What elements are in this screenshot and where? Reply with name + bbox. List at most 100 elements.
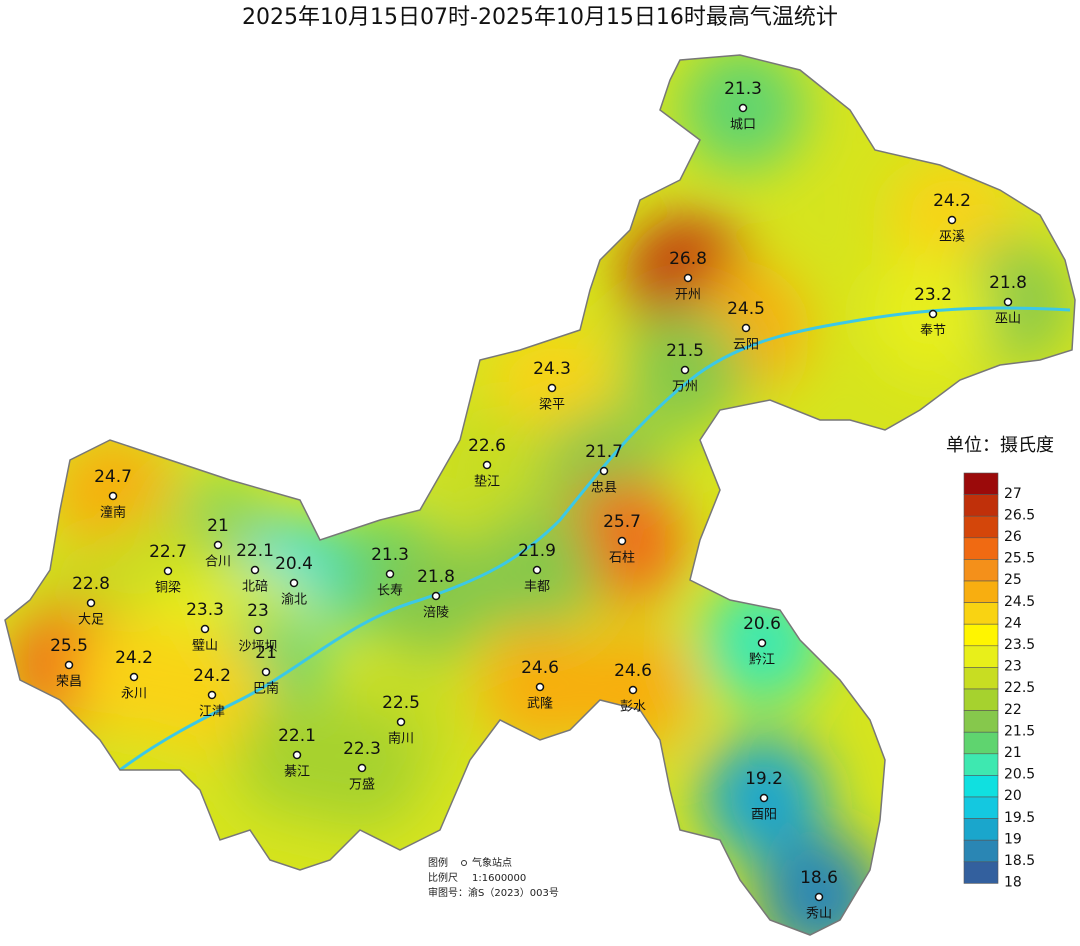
blobs — [7, 55, 1070, 935]
legend-label: 18.5 — [1004, 853, 1035, 869]
station-marker — [617, 536, 627, 546]
station-marker — [947, 215, 957, 225]
legend-swatch — [963, 515, 999, 539]
station-value: 22.8 — [72, 574, 110, 594]
station-value: 20.6 — [743, 614, 781, 634]
map-title: 2025年10月15日07时-2025年10月15日16时最高气温统计 — [242, 5, 838, 30]
station-name: 丰都 — [524, 580, 550, 595]
legend-swatch — [963, 796, 999, 819]
station-name: 璧山 — [192, 638, 218, 654]
station-value: 24.6 — [614, 661, 652, 681]
station-marker — [628, 685, 638, 695]
legend-swatch — [963, 753, 999, 776]
legend-swatch — [963, 688, 999, 711]
legend-label: 20 — [1004, 788, 1022, 804]
legend-swatch — [963, 710, 999, 733]
station-name: 开州 — [675, 288, 701, 303]
legend-swatch — [963, 775, 999, 798]
station-value: 22.1 — [278, 726, 316, 746]
station-name: 巫溪 — [939, 230, 965, 245]
station-value: 23.2 — [914, 285, 952, 305]
station-marker — [292, 750, 302, 760]
legend-swatch — [963, 731, 999, 755]
legend-label: 23 — [1004, 659, 1022, 675]
station-name: 梁平 — [539, 398, 565, 413]
station-marker — [757, 638, 767, 648]
station-value: 23.3 — [186, 600, 224, 620]
station-marker — [482, 460, 492, 470]
station-value: 24.2 — [933, 191, 971, 211]
legend-label: 20.5 — [1004, 767, 1035, 783]
station-marker — [385, 569, 395, 579]
station-name: 綦江 — [284, 765, 310, 780]
station-value: 24.6 — [521, 658, 559, 678]
legend-label: 23.5 — [1004, 637, 1035, 653]
legend-swatch — [963, 818, 999, 841]
station-value: 21.3 — [724, 79, 762, 99]
station-name: 城口 — [730, 118, 756, 133]
legend-label: 27 — [1004, 486, 1022, 502]
station-value: 19.2 — [745, 769, 783, 789]
station-value: 21 — [207, 516, 229, 536]
station-marker — [253, 625, 263, 635]
station-marker — [200, 624, 210, 634]
legend-swatch — [963, 537, 999, 560]
station-value: 21.8 — [989, 273, 1027, 293]
station-name: 忠县 — [591, 481, 617, 496]
station-name: 黔江 — [749, 653, 775, 668]
station-value: 20.4 — [275, 554, 313, 574]
station-value: 22.3 — [343, 739, 381, 759]
legend-swatch — [963, 861, 999, 884]
legend-label: 24.5 — [1004, 594, 1035, 610]
scale-label: 比例尺 — [428, 871, 458, 884]
station-name: 秀山 — [806, 907, 832, 922]
station-marker — [928, 309, 938, 319]
station-name: 石柱 — [609, 551, 635, 566]
station-name: 渝北 — [281, 592, 307, 608]
station-value: 22.1 — [236, 541, 274, 561]
legend-label: 21.5 — [1004, 723, 1035, 739]
station-marker — [759, 793, 769, 803]
station-name: 彭水 — [620, 700, 646, 715]
station-name: 荣昌 — [56, 675, 82, 690]
station-name: 铜梁 — [155, 581, 181, 596]
station-marker — [683, 273, 693, 283]
station-name: 酉阳 — [751, 808, 777, 823]
station-value: 22.5 — [382, 693, 420, 713]
station-name: 武隆 — [527, 697, 553, 712]
station-label: 气象站点 — [472, 856, 512, 869]
station-marker — [250, 565, 260, 575]
station-marker — [532, 565, 542, 575]
station-marker — [108, 491, 118, 501]
station-value: 21.3 — [371, 545, 409, 565]
station-marker — [396, 717, 406, 727]
station-name: 涪陵 — [423, 606, 449, 621]
legend-label: 26 — [1004, 529, 1022, 545]
station-name: 合川 — [205, 555, 231, 570]
legend-label: 22 — [1004, 702, 1022, 718]
legend-label: 26.5 — [1004, 507, 1035, 523]
station-value: 24.5 — [727, 299, 765, 319]
station-value: 22.7 — [149, 542, 187, 562]
station-name: 南川 — [388, 731, 414, 747]
station-name: 潼南 — [100, 505, 126, 521]
station-marker — [86, 598, 96, 608]
legend-label: 22.5 — [1004, 680, 1035, 696]
station-value: 24.3 — [533, 359, 571, 379]
legend-label: 图例 — [428, 856, 448, 869]
station-marker — [680, 365, 690, 375]
legend-swatch — [963, 623, 999, 647]
legend-title: 单位：摄氏度 — [946, 435, 1054, 456]
legend-label: 21 — [1004, 745, 1022, 761]
station-marker — [741, 323, 751, 333]
station-name: 奉节 — [920, 324, 946, 339]
station-value: 21.8 — [417, 567, 455, 587]
station-marker — [599, 466, 609, 476]
scale: 1:1600000 — [472, 873, 526, 884]
station-value: 24.2 — [115, 648, 153, 668]
station-name: 长寿 — [377, 584, 403, 599]
legend-swatch — [963, 839, 999, 863]
station-value: 23 — [247, 601, 269, 621]
legend-station-icon — [461, 860, 467, 866]
station-marker — [547, 383, 557, 393]
